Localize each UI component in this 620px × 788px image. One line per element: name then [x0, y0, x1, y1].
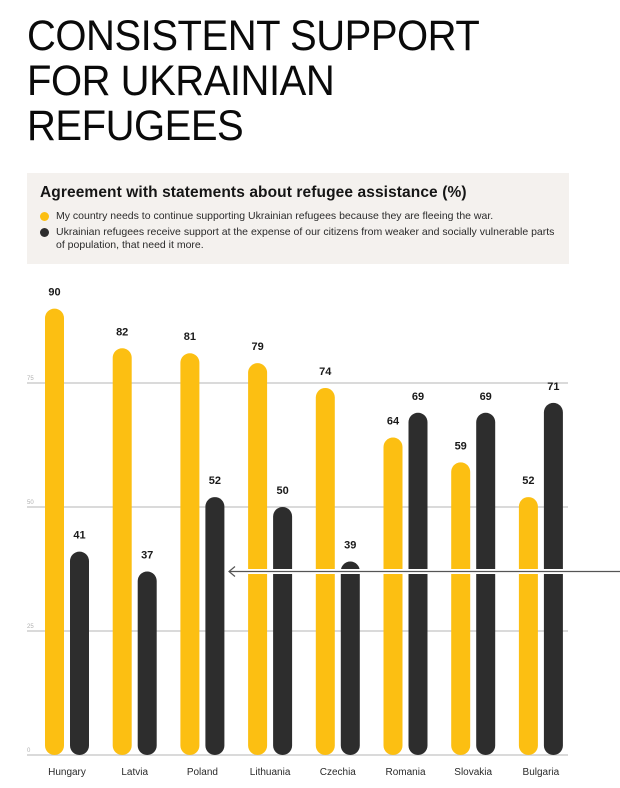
bar-poland-series-1 [180, 353, 200, 755]
legend-box: Agreement with statements about refugee … [27, 173, 569, 264]
x-tick-label-czechia: Czechia [320, 767, 357, 778]
arrow-annotation [228, 566, 620, 577]
value-label-lithuania-series-2: 50 [276, 485, 288, 497]
x-tick-label-poland: Poland [187, 767, 218, 778]
legend-label-support: My country needs to continue supporting … [56, 210, 494, 222]
value-label-lithuania-series-1: 79 [251, 341, 263, 353]
value-label-latvia-series-1: 82 [116, 326, 128, 338]
x-tick-label-hungary: Hungary [48, 767, 86, 778]
legend-item-expense: Ukrainian refugees receive support at th… [40, 226, 556, 252]
bar-lithuania-series-2 [273, 507, 293, 755]
value-label-bulgaria-series-2: 71 [547, 381, 559, 393]
value-label-romania-series-1: 64 [387, 416, 400, 428]
arrow-left-icon [228, 566, 236, 577]
bar-latvia-series-1 [112, 348, 132, 755]
bar-bulgaria-series-2 [543, 402, 563, 755]
labels: 0 25 50 75 90 41 Hungary 82 37 Latvia 81 52 Poland 79… [27, 287, 560, 778]
x-tick-label-lithuania: Lithuania [250, 767, 291, 778]
bar-czechia-series-2 [340, 561, 360, 755]
x-tick-label-slovakia: Slovakia [454, 767, 492, 778]
x-tick-label-bulgaria: Bulgaria [523, 767, 560, 778]
bar-lithuania-series-1 [248, 363, 268, 755]
page-title: CONSISTENT SUPPORT FOR UKRAINIAN REFUGEE… [27, 12, 480, 150]
bar-latvia-series-2 [137, 571, 157, 755]
chart-title: Agreement with statements about refugee … [40, 184, 467, 201]
value-label-slovakia-series-2: 69 [480, 391, 492, 403]
bar-chart: 0 25 50 75 90 41 Hungary 82 37 Latvia 81 52 Poland 79… [27, 287, 620, 778]
value-label-latvia-series-2: 37 [141, 549, 153, 561]
bar-hungary-series-1 [45, 308, 64, 755]
bar-romania-series-1 [383, 437, 403, 755]
bar-slovakia-series-1 [451, 462, 471, 755]
value-label-poland-series-2: 52 [209, 475, 221, 487]
bar-romania-series-2 [408, 412, 428, 755]
bars [45, 308, 563, 755]
value-label-czechia-series-2: 39 [344, 540, 356, 552]
value-label-romania-series-2: 69 [412, 391, 424, 403]
x-tick-label-latvia: Latvia [121, 767, 148, 778]
value-label-hungary-series-1: 90 [48, 287, 60, 299]
y-tick-label-50: 50 [27, 500, 34, 506]
bar-poland-series-2 [205, 497, 225, 755]
value-label-hungary-series-2: 41 [73, 530, 85, 542]
legend-item-support: My country needs to continue supporting … [40, 210, 556, 223]
bar-hungary-series-2 [70, 551, 89, 755]
x-tick-label-romania: Romania [385, 767, 425, 778]
bar-bulgaria-series-1 [518, 497, 538, 755]
dark-dot-icon [40, 228, 49, 237]
y-tick-label-0: 0 [27, 748, 31, 754]
bar-slovakia-series-2 [476, 412, 496, 755]
value-label-slovakia-series-1: 59 [455, 440, 467, 452]
legend-label-expense: Ukrainian refugees receive support at th… [56, 226, 555, 251]
value-label-czechia-series-1: 74 [319, 366, 332, 378]
value-label-poland-series-1: 81 [184, 331, 196, 343]
y-tick-label-25: 25 [27, 624, 34, 630]
yellow-dot-icon [40, 212, 49, 221]
y-tick-label-75: 75 [27, 376, 34, 382]
value-label-bulgaria-series-1: 52 [522, 475, 534, 487]
